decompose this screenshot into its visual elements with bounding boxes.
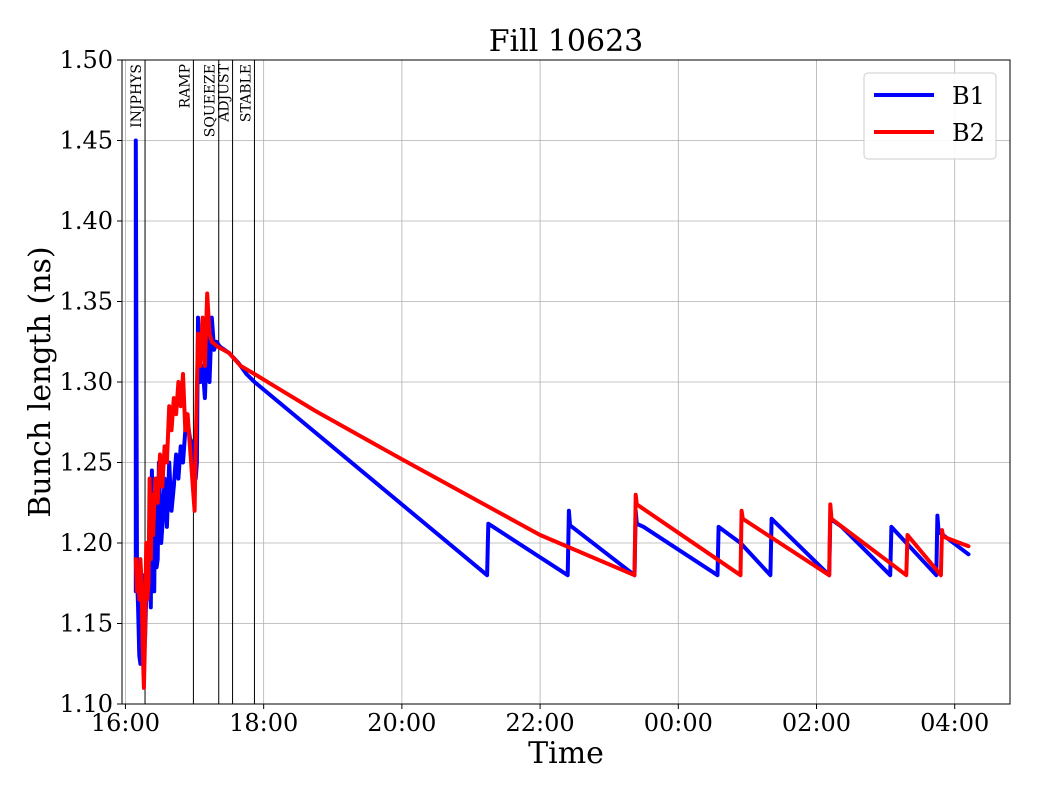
y-tick-label: 1.30 (60, 368, 113, 396)
series-line-b1 (133, 138, 971, 666)
axis-ticks: 16:00 18:00 20:00 22:00 00:00 02:00 04:00 1.10 1… (60, 46, 990, 737)
phase-label-ramp: RAMP (177, 64, 193, 108)
legend: B1 B2 (863, 72, 997, 160)
y-tick-label: 1.10 (60, 690, 113, 718)
phase-label-injphys: INJPHYS (129, 64, 145, 128)
y-tick-label: 1.45 (60, 127, 113, 155)
y-tick-label: 1.20 (60, 529, 113, 557)
y-tick-label: 1.40 (60, 207, 113, 235)
x-tick-label: 18:00 (229, 709, 298, 737)
phase-label-adjust: ADJUST (217, 63, 233, 122)
legend-label-b1: B1 (952, 82, 985, 110)
y-axis-label: Bunch length (ns) (23, 246, 58, 517)
y-tick-label: 1.15 (60, 610, 113, 638)
series (133, 138, 971, 690)
x-tick-label: 00:00 (644, 709, 713, 737)
phase-label-squeeze: SQUEEZE (203, 64, 219, 137)
legend-label-b2: B2 (952, 119, 985, 147)
y-tick-label: 1.35 (60, 288, 113, 316)
chart-title: Fill 10623 (489, 24, 644, 59)
phase-label-stable: STABLE (238, 64, 254, 122)
x-tick-label: 04:00 (920, 709, 989, 737)
series-line-b2 (133, 291, 971, 690)
y-tick-label: 1.50 (60, 46, 113, 74)
y-tick-label: 1.25 (60, 449, 113, 477)
x-tick-label: 02:00 (782, 709, 851, 737)
x-axis-label: Time (528, 736, 604, 771)
x-tick-label: 22:00 (505, 709, 574, 737)
x-tick-label: 20:00 (367, 709, 436, 737)
x-tick-label: 16:00 (91, 709, 160, 737)
